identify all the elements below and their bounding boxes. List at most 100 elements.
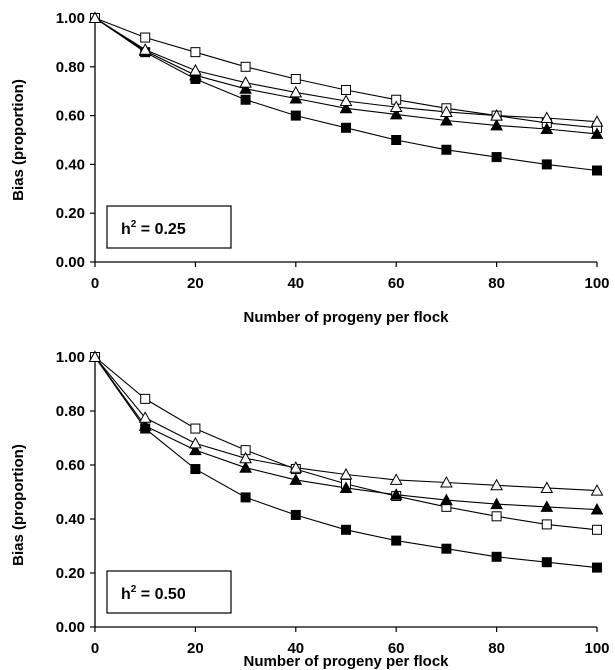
point-open-triangle xyxy=(189,63,202,76)
annotation-box xyxy=(106,570,232,614)
y-tick-label: 0.40 xyxy=(56,511,85,528)
y-axis-label: Bias (proportion) xyxy=(10,444,27,566)
point-filled-triangle xyxy=(440,113,453,126)
point-open-square xyxy=(190,47,201,58)
y-tick-label: 0.20 xyxy=(56,205,85,222)
y-tick-label: 0.40 xyxy=(56,156,85,173)
point-filled-triangle xyxy=(339,101,353,114)
y-tick-label: 0.80 xyxy=(56,59,85,76)
x-tick-label: 60 xyxy=(388,640,405,657)
point-open-triangle xyxy=(440,476,453,488)
point-open-triangle xyxy=(138,43,152,55)
point-filled-square xyxy=(441,144,452,155)
point-filled-triangle xyxy=(540,122,554,135)
chart-bottom: 0.00 0.20 0.40 0.60 0.80 1.00 0 20 40 60 80 100 h2 … xyxy=(10,349,610,670)
point-filled-square xyxy=(240,94,251,105)
x-tick-label: 80 xyxy=(488,640,505,657)
x-tick-label: 80 xyxy=(488,275,505,292)
point-open-triangle xyxy=(389,100,403,113)
point-filled-triangle xyxy=(239,82,252,94)
point-filled-square xyxy=(441,543,452,554)
x-tick-label: 0 xyxy=(91,275,99,292)
y-tick-label: 0.00 xyxy=(56,254,85,271)
point-open-triangle xyxy=(88,11,102,23)
x-tick-label: 0 xyxy=(91,640,99,657)
point-open-triangle xyxy=(540,111,554,124)
point-open-square xyxy=(541,519,552,530)
point-filled-triangle xyxy=(389,488,403,500)
point-open-triangle xyxy=(189,436,202,449)
point-filled-square xyxy=(391,135,402,145)
point-filled-triangle xyxy=(389,107,403,120)
point-filled-square xyxy=(341,524,351,535)
x-tick-label: 100 xyxy=(584,640,609,657)
point-open-square xyxy=(240,61,251,72)
point-filled-triangle xyxy=(490,118,503,131)
x-tick-label: 60 xyxy=(388,275,405,292)
point-open-triangle xyxy=(289,85,303,98)
point-filled-square xyxy=(541,557,552,568)
point-open-square xyxy=(140,393,151,404)
point-filled-triangle xyxy=(289,473,303,485)
point-filled-square xyxy=(491,152,502,163)
point-filled-square xyxy=(491,551,502,562)
point-open-square xyxy=(140,32,151,43)
y-tick-label: 0.60 xyxy=(56,108,85,125)
point-open-triangle xyxy=(540,481,554,493)
point-filled-triangle xyxy=(440,493,453,506)
point-open-triangle xyxy=(339,94,353,106)
x-axis-label: Number of progeny per flock xyxy=(243,653,449,670)
x-tick-label: 100 xyxy=(584,275,609,292)
point-open-triangle xyxy=(88,350,102,362)
y-tick-label: 1.00 xyxy=(56,10,85,27)
point-open-triangle xyxy=(590,115,604,127)
y-tick-label: 0.80 xyxy=(56,403,85,420)
series-line-open-square xyxy=(94,356,598,531)
series-line-filled-square xyxy=(94,356,598,569)
annotation-text: h2 = 0.50 xyxy=(121,584,186,603)
point-open-triangle xyxy=(289,461,303,473)
point-open-square xyxy=(190,423,201,434)
annotation-box xyxy=(106,205,232,249)
point-open-triangle xyxy=(239,76,252,88)
point-open-triangle xyxy=(440,105,453,117)
point-filled-triangle xyxy=(189,443,202,456)
point-open-square xyxy=(592,524,602,535)
point-open-square xyxy=(290,74,301,84)
x-axis-label: Number of progeny per flock xyxy=(243,309,449,326)
y-axis-label: Bias (proportion) xyxy=(10,79,27,201)
x-tick-label: 20 xyxy=(187,640,204,657)
point-filled-triangle xyxy=(540,500,554,512)
point-filled-triangle xyxy=(490,497,503,510)
y-tick-label: 1.00 xyxy=(56,349,85,366)
plot-area: 0.00 0.20 0.40 0.60 0.80 1.00 0 20 40 60 80 100 xyxy=(56,10,610,292)
y-tick-label: 0.60 xyxy=(56,457,85,474)
point-filled-triangle xyxy=(239,461,252,473)
point-open-triangle xyxy=(239,451,252,464)
x-tick-label: 40 xyxy=(287,275,304,292)
point-open-triangle xyxy=(339,467,353,480)
y-tick-label: 0.20 xyxy=(56,565,85,582)
point-filled-square xyxy=(541,159,552,170)
point-filled-square xyxy=(592,562,602,573)
point-filled-square xyxy=(592,165,602,176)
point-open-triangle xyxy=(138,411,152,423)
x-tick-label: 40 xyxy=(287,640,304,657)
point-filled-square xyxy=(240,492,251,503)
point-open-triangle xyxy=(389,473,403,485)
point-filled-square xyxy=(290,509,301,520)
point-filled-square xyxy=(391,535,402,546)
point-filled-triangle xyxy=(590,127,604,139)
point-open-square xyxy=(491,511,502,522)
annotation-text: h2 = 0.25 xyxy=(121,219,186,238)
x-tick-label: 20 xyxy=(187,275,204,292)
y-tick-label: 0.00 xyxy=(56,619,85,636)
point-open-square xyxy=(341,84,351,95)
point-filled-triangle xyxy=(138,419,152,431)
chart-top: 0.00 0.20 0.40 0.60 0.80 1.00 0 20 40 60 80 100 h2 … xyxy=(10,10,610,326)
point-filled-triangle xyxy=(339,481,353,493)
point-filled-triangle xyxy=(289,91,303,104)
point-filled-square xyxy=(290,110,301,121)
point-open-triangle xyxy=(490,109,503,121)
